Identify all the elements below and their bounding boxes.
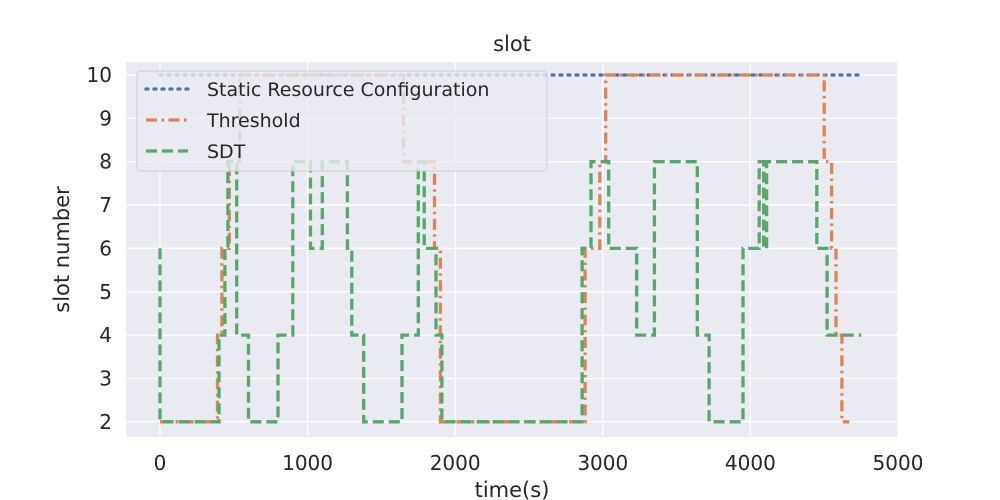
x-tick-label: 3000 <box>577 451 628 475</box>
y-tick-label: 2 <box>99 410 112 434</box>
chart-title: slot <box>493 32 531 56</box>
y-tick-label: 7 <box>99 193 112 217</box>
x-tick-label: 5000 <box>873 451 924 475</box>
x-tick-label: 1000 <box>282 451 333 475</box>
y-tick-label: 8 <box>99 150 112 174</box>
x-tick-label: 0 <box>154 451 167 475</box>
legend-frame <box>136 70 548 172</box>
legend-label-0: Static Resource Configuration <box>207 79 489 101</box>
x-tick-label: 2000 <box>430 451 481 475</box>
legend-label-1: Threshold <box>206 110 301 132</box>
y-tick-label: 9 <box>99 106 112 130</box>
y-tick-label: 6 <box>99 236 112 260</box>
x-axis-label: time(s) <box>475 478 550 500</box>
series-line-1 <box>160 73 850 424</box>
y-tick-label: 3 <box>99 366 112 390</box>
tick-labels: 0 1000 2000 3000 4000 5000 2 3 4 5 6 7 8 9 10 <box>87 63 924 475</box>
series-line-2 <box>158 160 862 424</box>
y-axis-label: slot number <box>50 186 74 313</box>
y-tick-label: 10 <box>87 63 112 87</box>
x-tick-label: 4000 <box>725 451 776 475</box>
y-tick-label: 5 <box>99 280 112 304</box>
legend-label-2: SDT <box>207 141 246 163</box>
legend: Static Resource Configuration Threshold SD… <box>136 70 548 172</box>
y-tick-label: 4 <box>99 323 112 347</box>
